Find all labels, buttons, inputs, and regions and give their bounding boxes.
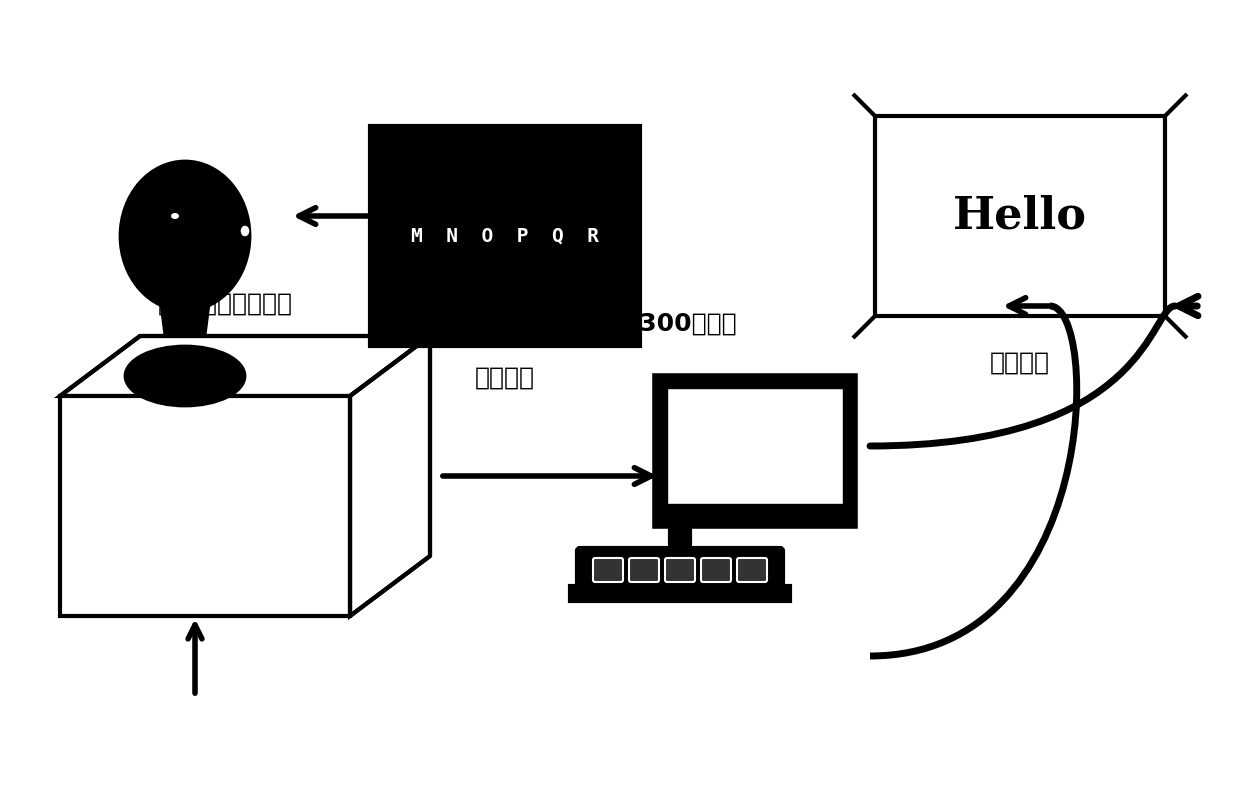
Ellipse shape	[125, 346, 246, 406]
Text: P300检测器: P300检测器	[622, 312, 738, 336]
FancyBboxPatch shape	[737, 558, 768, 582]
Polygon shape	[160, 296, 210, 336]
Bar	[670, 526, 689, 551]
Polygon shape	[60, 336, 430, 396]
Ellipse shape	[120, 161, 250, 311]
FancyBboxPatch shape	[593, 558, 622, 582]
FancyBboxPatch shape	[577, 548, 782, 589]
FancyBboxPatch shape	[665, 558, 694, 582]
Ellipse shape	[171, 213, 179, 219]
Text: 字符矩阵: 字符矩阵	[475, 366, 534, 390]
Text: 头表脑电信号采集器: 头表脑电信号采集器	[157, 292, 293, 316]
Bar	[875, 116, 1166, 316]
Ellipse shape	[241, 225, 250, 237]
Bar	[667, 388, 843, 504]
Text: Hello: Hello	[954, 194, 1087, 237]
Polygon shape	[350, 336, 430, 616]
FancyBboxPatch shape	[629, 558, 658, 582]
FancyBboxPatch shape	[655, 376, 856, 526]
FancyBboxPatch shape	[701, 558, 732, 582]
Text: M  N  O  P  Q  R: M N O P Q R	[410, 227, 599, 245]
Text: 字符显示: 字符显示	[990, 351, 1050, 375]
Bar	[570, 586, 790, 601]
Bar	[370, 126, 640, 346]
Bar	[60, 396, 350, 616]
